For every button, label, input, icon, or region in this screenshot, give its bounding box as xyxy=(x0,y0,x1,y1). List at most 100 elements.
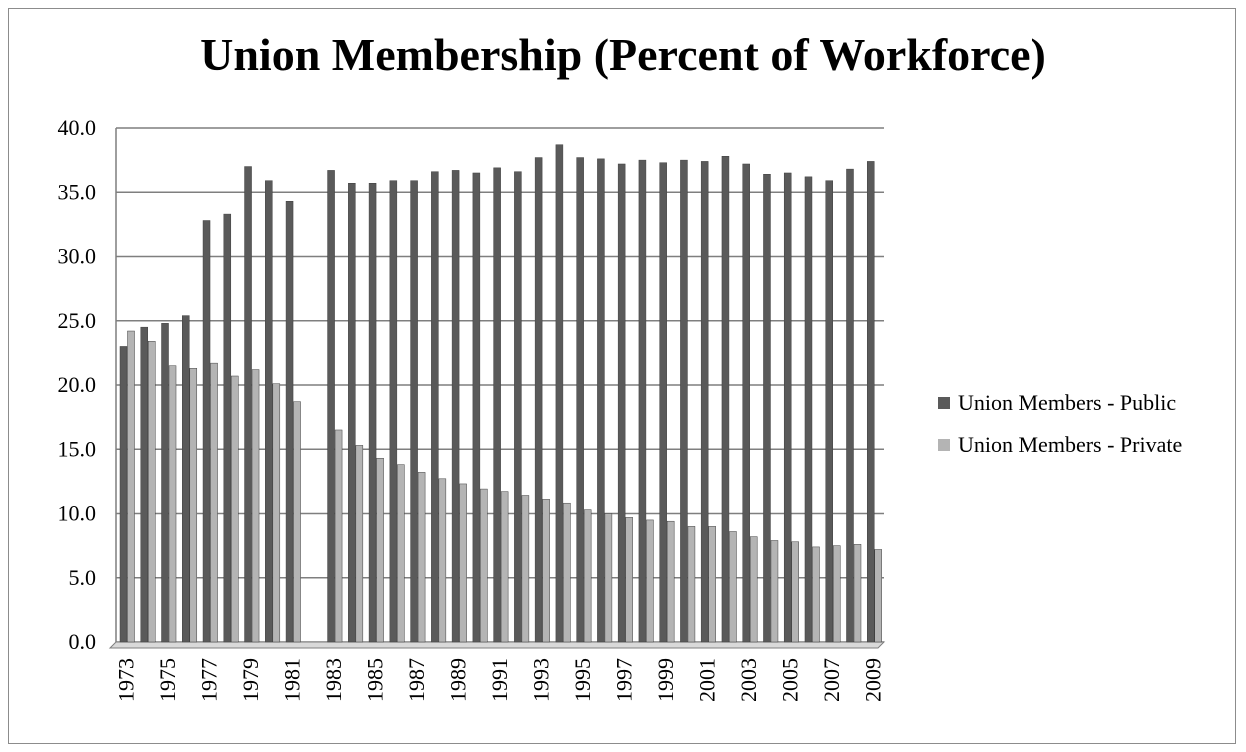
x-tick-label: 1981 xyxy=(279,658,304,702)
bar-public-1997 xyxy=(617,163,626,643)
x-tick-label: 1987 xyxy=(404,658,429,702)
bar-public-1987 xyxy=(410,180,418,643)
y-axis-ticks: 0.0 5.0 10.0 15.0 20.0 25.0 30.0 35.0 40.0 xyxy=(58,115,97,654)
bar-private-1997 xyxy=(625,517,633,643)
bar-public-1999 xyxy=(659,162,667,643)
bar-private-1996 xyxy=(604,513,613,643)
x-tick-label: 2007 xyxy=(819,658,844,702)
bar-public-1978 xyxy=(223,213,232,643)
bar-private-1984 xyxy=(355,445,364,643)
bar-private-1974 xyxy=(148,341,156,643)
x-tick-label: 1973 xyxy=(113,658,138,702)
bar-private-2007 xyxy=(832,545,841,643)
bar-public-1974 xyxy=(140,326,149,643)
bar-private-1987 xyxy=(417,472,426,643)
bar-public-1993 xyxy=(534,157,543,643)
bar-public-1989 xyxy=(451,170,460,643)
bar-private-1995 xyxy=(583,509,592,643)
legend-label-private: Union Members - Private xyxy=(958,432,1183,457)
bar-private-1985 xyxy=(376,457,384,643)
bar-public-1981 xyxy=(285,200,294,643)
bar-private-2002 xyxy=(729,531,737,643)
bar-public-1996 xyxy=(597,158,605,643)
bar-public-1975 xyxy=(161,323,169,643)
bar-private-1973 xyxy=(127,330,135,643)
bar-public-1994 xyxy=(555,144,564,643)
bar-public-1998 xyxy=(638,159,647,643)
y-tick-label: 20.0 xyxy=(58,372,97,397)
bar-public-1985 xyxy=(368,183,377,643)
bar-private-1976 xyxy=(189,368,198,643)
chart-floor xyxy=(108,641,886,649)
x-tick-label: 1997 xyxy=(612,658,637,702)
bar-public-1984 xyxy=(348,183,356,643)
bar-private-1977 xyxy=(210,362,218,643)
bar-public-1983 xyxy=(327,170,335,643)
legend-item-private: Union Members - Private xyxy=(938,430,1182,460)
bar-public-1973 xyxy=(119,346,128,643)
bar-public-2007 xyxy=(825,180,833,643)
bar-public-2000 xyxy=(680,159,688,643)
x-tick-label: 2001 xyxy=(695,658,720,702)
bar-private-1998 xyxy=(646,519,654,643)
bar-private-1981 xyxy=(293,401,301,643)
y-tick-label: 40.0 xyxy=(58,115,97,140)
x-tick-label: 1991 xyxy=(487,658,512,702)
bar-public-2002 xyxy=(721,156,730,643)
x-tick-label: 1993 xyxy=(529,658,554,702)
y-tick-label: 35.0 xyxy=(58,179,97,204)
y-tick-label: 15.0 xyxy=(58,436,97,461)
x-tick-label: 1995 xyxy=(570,658,595,702)
bar-private-1980 xyxy=(272,383,281,643)
y-tick-label: 5.0 xyxy=(69,565,97,590)
x-tick-label: 1977 xyxy=(196,658,221,702)
bar-public-2003 xyxy=(742,163,750,643)
bar-public-1979 xyxy=(244,166,252,643)
bar-private-2004 xyxy=(770,540,779,643)
bar-private-1989 xyxy=(459,483,467,643)
bar-private-1986 xyxy=(397,464,405,643)
bar-public-1991 xyxy=(493,167,501,643)
bar-public-1988 xyxy=(431,171,439,643)
bar-public-1976 xyxy=(182,315,190,643)
bar-private-2009 xyxy=(874,549,882,643)
bar-private-1978 xyxy=(231,375,239,643)
bar-public-1980 xyxy=(265,180,273,643)
bar-private-1988 xyxy=(438,478,447,643)
bar-private-1994 xyxy=(563,502,571,643)
y-tick-label: 0.0 xyxy=(69,629,97,654)
bar-private-2001 xyxy=(708,526,716,643)
bar-public-1977 xyxy=(202,220,211,643)
bar-public-1995 xyxy=(576,157,584,643)
bar-private-1992 xyxy=(521,495,530,643)
x-tick-label: 2003 xyxy=(736,658,761,702)
floor-plane xyxy=(108,641,886,649)
bar-public-2009 xyxy=(866,161,875,643)
x-tick-label: 1989 xyxy=(445,658,470,702)
x-axis-ticks: 1973 1975 1977 1979 1981 1983 1985 1987 1989 1991… xyxy=(113,658,885,702)
bar-private-2000 xyxy=(687,526,696,643)
y-tick-label: 25.0 xyxy=(58,308,97,333)
x-tick-label: 1983 xyxy=(321,658,346,702)
bar-public-2005 xyxy=(783,172,792,643)
x-tick-label: 1999 xyxy=(653,658,678,702)
bar-private-1990 xyxy=(480,488,488,643)
bar-private-1999 xyxy=(666,520,675,643)
bar-private-1975 xyxy=(168,365,177,643)
x-tick-label: 1985 xyxy=(362,658,387,702)
y-tick-label: 10.0 xyxy=(58,501,97,526)
bar-private-1979 xyxy=(251,369,260,643)
bar-public-2006 xyxy=(804,176,813,643)
bar-private-1993 xyxy=(542,499,550,643)
bar-private-2003 xyxy=(749,536,758,643)
bar-private-1991 xyxy=(500,491,509,643)
x-tick-label: 1979 xyxy=(238,658,263,702)
legend-label-public: Union Members - Public xyxy=(958,390,1177,415)
bar-public-2008 xyxy=(846,168,854,643)
legend-swatch-private xyxy=(938,439,950,451)
bar-private-1983 xyxy=(334,429,343,643)
legend: Union Members - Public Union Members - P… xyxy=(938,388,1182,472)
bar-private-2005 xyxy=(791,541,799,643)
legend-item-public: Union Members - Public xyxy=(938,388,1182,418)
